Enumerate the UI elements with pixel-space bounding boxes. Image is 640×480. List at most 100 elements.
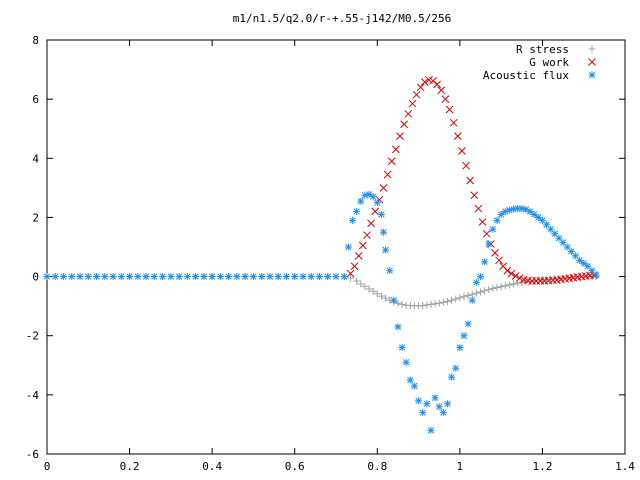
data-point (515, 274, 524, 282)
data-point (445, 105, 454, 114)
data-point (481, 258, 489, 266)
data-point (340, 273, 348, 281)
data-point (406, 376, 414, 384)
data-point (493, 216, 501, 224)
data-point (448, 373, 456, 381)
data-point (464, 320, 472, 328)
series-acoustic-flux (43, 190, 600, 434)
data-point (538, 216, 546, 224)
data-point (439, 409, 447, 417)
data-point (60, 273, 68, 281)
data-point (534, 213, 542, 221)
legend-label: G work (529, 56, 569, 69)
data-point (200, 273, 208, 281)
data-point (398, 300, 406, 308)
data-point (274, 273, 282, 281)
legend-marker (588, 71, 596, 79)
data-point (346, 269, 355, 278)
data-point (394, 323, 402, 331)
legend-marker (588, 58, 596, 66)
data-point (580, 259, 588, 267)
data-point (423, 301, 431, 309)
data-point (435, 299, 443, 307)
data-point (435, 403, 443, 411)
data-point (354, 252, 363, 260)
data-point (377, 292, 385, 300)
data-point (431, 394, 439, 402)
data-point (404, 110, 413, 118)
data-point (383, 170, 392, 179)
x-tick-label: 0.2 (120, 460, 140, 473)
data-point (415, 397, 423, 405)
data-point (349, 216, 357, 224)
data-point (93, 273, 101, 281)
data-point (258, 273, 266, 281)
data-point (493, 284, 501, 292)
data-point (427, 426, 435, 434)
y-tick-label: -6 (26, 448, 39, 461)
data-point (225, 273, 233, 281)
data-point (183, 273, 191, 281)
data-point (332, 273, 340, 281)
data-point (208, 273, 216, 281)
data-point (358, 241, 367, 250)
data-point (117, 273, 125, 281)
x-tick-label: 0 (44, 460, 51, 473)
data-point (477, 288, 484, 296)
data-point (437, 86, 446, 95)
data-point (175, 273, 183, 281)
data-point (505, 281, 513, 289)
data-point (109, 273, 117, 281)
data-point (452, 364, 460, 372)
data-point (150, 273, 158, 281)
data-point (420, 78, 429, 86)
data-point (84, 273, 92, 281)
data-point (456, 294, 464, 302)
data-point (449, 118, 458, 127)
data-point (392, 145, 400, 154)
x-tick-label: 0.6 (285, 460, 305, 473)
data-point (433, 80, 442, 89)
data-point (497, 283, 505, 291)
data-point (491, 249, 499, 257)
data-point (468, 296, 476, 304)
data-point (468, 290, 476, 298)
data-point (51, 273, 59, 281)
data-point (361, 282, 369, 290)
data-point (101, 273, 109, 281)
data-point (427, 300, 435, 308)
data-point (394, 299, 402, 307)
y-tick-label: -2 (26, 330, 39, 343)
data-point (423, 400, 431, 408)
data-point (462, 161, 470, 170)
data-point (460, 332, 468, 340)
y-tick-label: 0 (32, 271, 39, 284)
data-point (416, 83, 425, 92)
x-tick-label: 0.4 (202, 460, 222, 473)
data-point (452, 295, 460, 303)
data-point (567, 247, 575, 255)
data-point (249, 273, 257, 281)
data-point (373, 290, 381, 298)
data-point (76, 273, 84, 281)
plot-frame (46, 39, 626, 455)
data-point (481, 287, 489, 295)
data-point (363, 231, 371, 240)
data-point (489, 225, 497, 233)
data-point (458, 147, 466, 155)
data-marks (43, 76, 600, 434)
data-point (387, 157, 396, 166)
data-point (402, 358, 410, 366)
data-point (470, 191, 479, 200)
chart-title: m1/n1.5/q2.0/r-+.55-j142/M0.5/256 (233, 12, 452, 25)
x-tick-label: 1 (457, 460, 464, 473)
y-tick-label: -4 (26, 389, 40, 402)
axes: 0 0.2 0.4 0.6 0.8 1 1.2 1.4 -6 -4 -2 0 2 4 6 8 (26, 34, 636, 473)
data-point (510, 205, 518, 213)
data-point (134, 273, 142, 281)
data-point (472, 278, 480, 286)
data-point (478, 218, 487, 226)
data-point (439, 298, 447, 306)
